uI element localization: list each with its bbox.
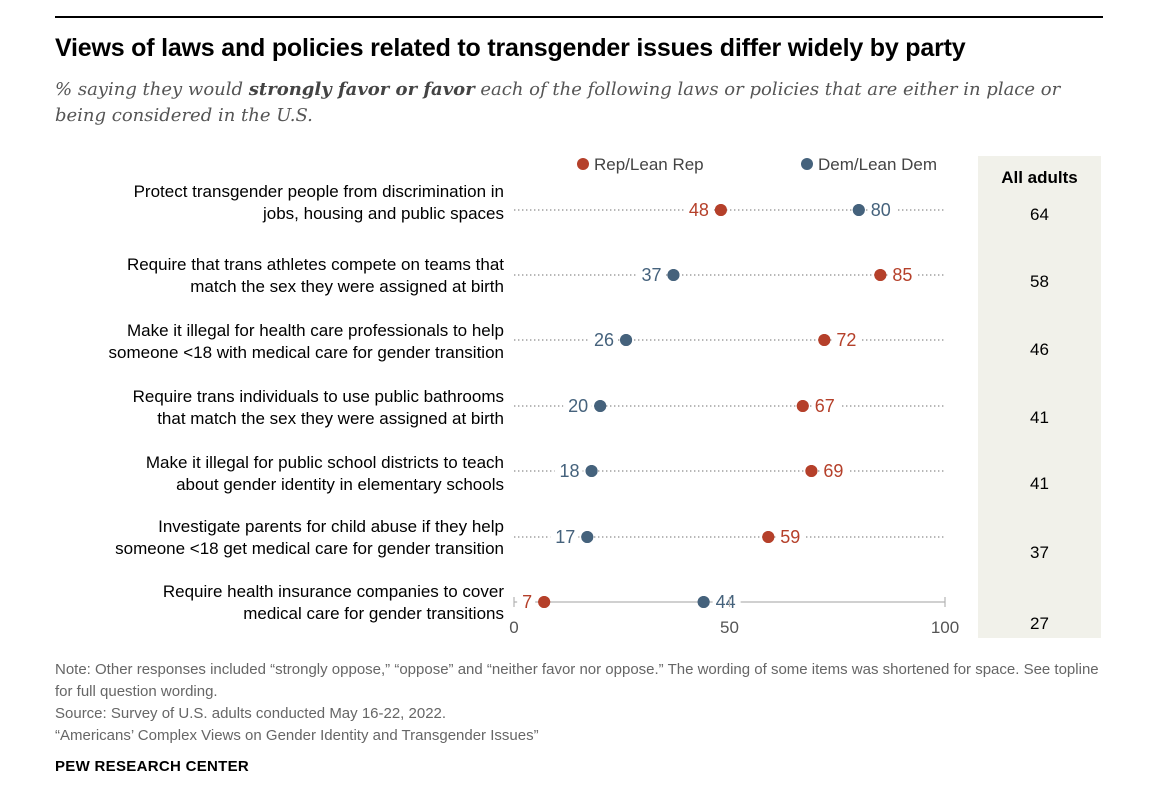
- subtitle-bold: strongly favor or favor: [248, 79, 475, 100]
- chart-subtitle: % saying they would strongly favor or fa…: [55, 77, 1115, 129]
- row-label-line2: medical care for gender transitions: [243, 604, 504, 623]
- all-adults-value: 27: [1030, 614, 1049, 633]
- all-adults-value: 58: [1030, 272, 1049, 291]
- legend-rep-dot: [577, 158, 589, 170]
- dem-dot-top: [585, 465, 598, 477]
- legend-dem-label: Dem/Lean Dem: [818, 155, 938, 174]
- legend-dem-dot: [801, 158, 813, 170]
- rep-dot-top: [714, 204, 727, 216]
- top-rule: [55, 16, 1103, 18]
- data-label-knockout: [554, 461, 583, 481]
- subtitle-prefix: % saying they would: [55, 79, 249, 100]
- legend-rep: Rep/Lean Rep: [577, 155, 704, 175]
- row-label: Make it illegal for health care professi…: [0, 320, 504, 364]
- row-label-line1: Protect transgender people from discrimi…: [133, 182, 504, 201]
- x-tick-label: 100: [931, 618, 959, 637]
- data-label-knockout: [550, 527, 579, 547]
- row-label-line1: Investigate parents for child abuse if t…: [158, 517, 504, 536]
- row-label-line1: Require that trans athletes compete on t…: [126, 255, 504, 274]
- data-label-knockout: [517, 592, 536, 612]
- dem-data-label: 26: [594, 330, 614, 350]
- dem-data-label: 20: [568, 396, 588, 416]
- row-label-line1: Require trans individuals to use public …: [132, 387, 504, 406]
- rep-dot-top: [538, 596, 551, 608]
- data-label-knockout: [589, 330, 618, 350]
- rep-data-label: 7: [522, 592, 532, 612]
- data-label-knockout: [777, 527, 806, 547]
- row-label: Make it illegal for public school distri…: [0, 452, 504, 496]
- data-label-knockout: [636, 265, 665, 285]
- rep-dot-top: [818, 334, 831, 346]
- data-label-knockout: [683, 200, 712, 220]
- data-label-knockout: [811, 396, 840, 416]
- data-label-knockout: [820, 461, 849, 481]
- rep-data-label: 59: [780, 527, 800, 547]
- row-label-line1: Make it illegal for health care professi…: [126, 321, 504, 340]
- dem-dot-top: [620, 334, 633, 346]
- rep-dot-top: [796, 400, 809, 412]
- x-tick-label: 0: [509, 618, 518, 637]
- all-adults-value: 41: [1030, 474, 1049, 493]
- all-adults-value: 37: [1030, 543, 1049, 562]
- rep-data-label: 48: [689, 200, 709, 220]
- row-label: Investigate parents for child abuse if t…: [0, 516, 504, 560]
- all-adults-value: 46: [1030, 340, 1049, 359]
- rep-data-label: 72: [836, 330, 856, 350]
- dem-dot-top: [581, 531, 594, 543]
- legend-dem: Dem/Lean Dem: [801, 155, 937, 175]
- row-label-line2: someone <18 get medical care for gender …: [115, 539, 504, 558]
- all-adults-value: 64: [1030, 205, 1049, 224]
- dem-data-label: 17: [555, 527, 575, 547]
- subtitle-suffix: each of the following laws or policies t…: [55, 79, 1061, 126]
- row-label-line1: Make it illegal for public school distri…: [145, 453, 504, 472]
- dem-data-label: 44: [716, 592, 736, 612]
- footer-report: “Americans’ Complex Views on Gender Iden…: [55, 727, 539, 744]
- data-label-knockout: [867, 200, 896, 220]
- footer-note: Note: Other responses included “strongly…: [55, 661, 1099, 700]
- footer-source: Source: Survey of U.S. adults conducted …: [55, 705, 447, 722]
- dem-dot-top: [667, 269, 680, 281]
- data-label-knockout: [889, 265, 918, 285]
- data-label-knockout: [563, 396, 592, 416]
- rep-data-label: 69: [823, 461, 843, 481]
- row-label-line1: Require health insurance companies to co…: [162, 582, 504, 601]
- row-label-line2: about gender identity in elementary scho…: [176, 475, 504, 494]
- row-label-line2: match the sex they were assigned at birt…: [190, 277, 504, 296]
- brand-logo-text: PEW RESEARCH CENTER: [55, 758, 250, 775]
- all-adults-value: 41: [1030, 408, 1049, 427]
- row-label: Require health insurance companies to co…: [0, 581, 504, 625]
- rep-dot-top: [874, 269, 887, 281]
- rep-dot-top: [805, 465, 818, 477]
- legend-rep-label: Rep/Lean Rep: [594, 155, 704, 174]
- dem-data-label: 18: [560, 461, 580, 481]
- row-label-line2: jobs, housing and public spaces: [263, 204, 504, 223]
- row-label-line2: that match the sex they were assigned at…: [157, 409, 504, 428]
- dem-dot-top: [852, 204, 865, 216]
- data-label-knockout: [833, 330, 862, 350]
- dem-data-label: 37: [641, 265, 661, 285]
- row-label: Require that trans athletes compete on t…: [0, 254, 504, 298]
- all-adults-panel: [978, 156, 1101, 638]
- dem-dot-top: [697, 596, 710, 608]
- chart-title: Views of laws and policies related to tr…: [55, 34, 966, 62]
- dem-dot-top: [594, 400, 607, 412]
- data-label-knockout: [712, 592, 741, 612]
- rep-dot-top: [762, 531, 775, 543]
- rep-data-label: 85: [892, 265, 912, 285]
- all-adults-header: All adults: [1001, 168, 1078, 187]
- row-label-line2: someone <18 with medical care for gender…: [108, 343, 504, 362]
- x-tick-label: 50: [720, 618, 739, 637]
- row-label: Protect transgender people from discrimi…: [0, 181, 504, 225]
- rep-data-label: 67: [815, 396, 835, 416]
- dem-data-label: 80: [871, 200, 891, 220]
- row-label: Require trans individuals to use public …: [0, 386, 504, 430]
